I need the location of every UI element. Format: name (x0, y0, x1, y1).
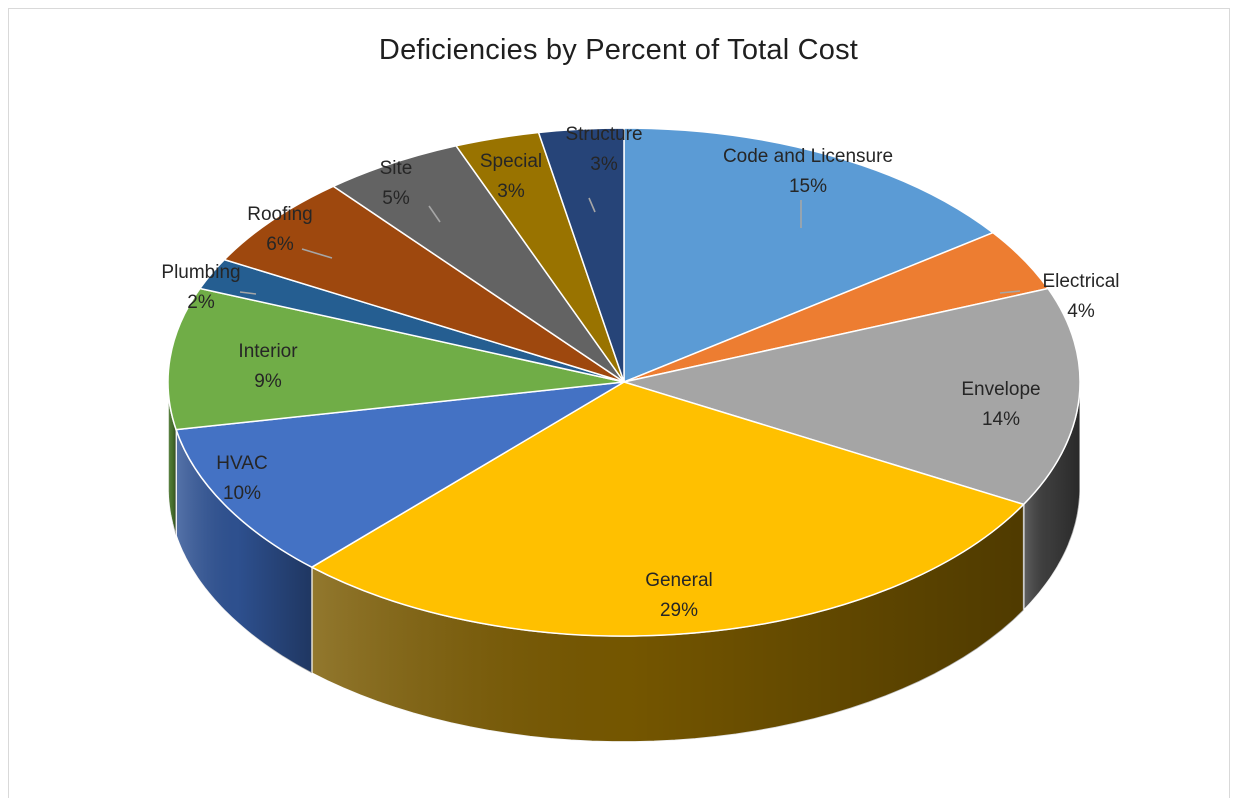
pie-side-shade-hvac (176, 429, 312, 674)
slice-name-special: Special (480, 151, 542, 172)
slice-percent-code-and-licensure: 15% (789, 176, 827, 197)
slice-percent-envelope: 14% (982, 409, 1020, 430)
slice-name-general: General (645, 570, 713, 591)
slice-name-interior: Interior (238, 341, 298, 362)
slice-percent-interior: 9% (254, 371, 282, 392)
pie-slice-general (311, 381, 1025, 637)
slice-name-structure: Structure (565, 124, 642, 145)
slice-name-hvac: HVAC (216, 453, 267, 474)
pie-slice-code-and-licensure (623, 127, 994, 383)
leader-line-site (428, 205, 441, 223)
leader-line-electrical (999, 290, 1021, 294)
slice-percent-electrical: 4% (1067, 301, 1095, 322)
pie-slice-site (332, 145, 625, 383)
chart-area (8, 8, 1230, 798)
pie-side-shade-interior (168, 382, 177, 536)
slice-percent-hvac: 10% (223, 483, 261, 504)
leader-lines (239, 197, 1021, 295)
slice-name-site: Site (380, 158, 413, 179)
pie-slice-hvac (175, 381, 625, 568)
slice-percent-structure: 3% (590, 154, 618, 175)
slice-labels: Code and Licensure 15% Electrical 4% Envelop… (161, 124, 1119, 621)
slice-percent-special: 3% (497, 181, 525, 202)
pie-slice-interior (167, 287, 625, 431)
slice-percent-roofing: 6% (266, 234, 294, 255)
slice-name-electrical: Electrical (1042, 271, 1119, 292)
slice-name-roofing: Roofing (247, 204, 313, 225)
slice-percent-site: 5% (382, 188, 410, 209)
pie-side-shade-general (311, 504, 1024, 742)
pie-slice-roofing (223, 185, 625, 383)
pie-tops (167, 127, 1081, 637)
pie-slice-structure (537, 127, 625, 383)
pie-slice-envelope (623, 287, 1081, 506)
pie-sides (167, 382, 1081, 743)
chart-title: Deficiencies by Percent of Total Cost (378, 34, 859, 66)
pie-side-shade-envelope (1023, 382, 1080, 611)
leader-line-plumbing (239, 291, 257, 295)
slice-name-envelope: Envelope (961, 379, 1040, 400)
leader-line-structure (588, 197, 596, 213)
slice-name-plumbing: Plumbing (161, 262, 240, 283)
slice-percent-general: 29% (660, 600, 698, 621)
slice-name-code-and-licensure: Code and Licensure (723, 146, 893, 167)
leader-line-roofing (301, 248, 333, 259)
slice-percent-plumbing: 2% (187, 292, 215, 313)
